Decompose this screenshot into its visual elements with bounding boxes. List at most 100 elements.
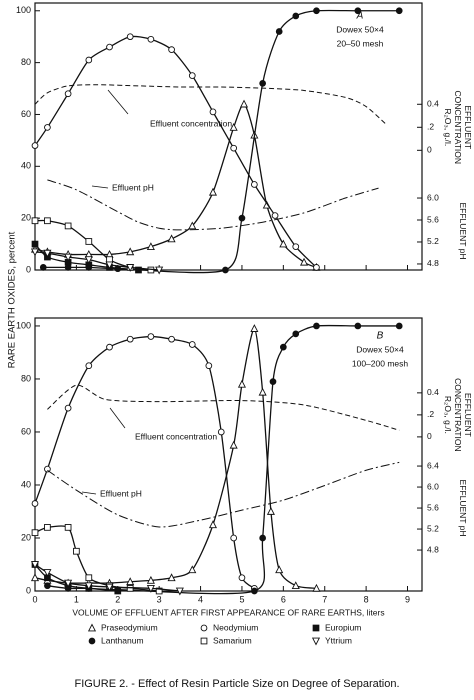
marker: [238, 574, 246, 582]
y-tick-label: 80: [21, 57, 31, 67]
aux-curve: [47, 384, 400, 431]
legend-marker: [87, 623, 97, 632]
y2-axis-label: EFFLUENT: [463, 105, 473, 149]
marker: [30, 561, 40, 569]
marker: [354, 7, 362, 15]
marker: [168, 335, 175, 343]
legend-label: Neodymium: [213, 622, 258, 632]
series-line: [43, 9, 400, 274]
marker: [64, 222, 72, 230]
series-line: [34, 335, 255, 589]
y-tick-label: 0: [26, 264, 31, 274]
marker: [43, 569, 52, 577]
legend-label: Lanthanum: [101, 635, 144, 645]
marker: [168, 46, 175, 54]
marker: [84, 256, 93, 265]
marker: [31, 500, 39, 507]
y-tick-label: 100: [16, 5, 31, 15]
marker: [31, 217, 39, 225]
marker: [155, 266, 164, 275]
marker: [251, 587, 258, 595]
leader-line: [107, 89, 129, 115]
leader-line: [81, 491, 97, 495]
marker: [30, 248, 40, 257]
marker: [126, 584, 134, 592]
x-tick-label: 3: [157, 594, 162, 604]
y3-tick-label: 5.6: [427, 502, 439, 512]
marker: [31, 142, 39, 149]
marker: [237, 379, 246, 388]
marker: [222, 266, 229, 274]
marker: [188, 72, 196, 79]
annotation: A: [356, 11, 364, 22]
marker: [126, 335, 134, 343]
marker: [292, 12, 300, 20]
marker: [238, 214, 246, 222]
legend-label: Yttrium: [325, 635, 352, 645]
y3-tick-label: 5.2: [427, 236, 439, 246]
marker: [217, 428, 225, 436]
marker: [167, 234, 176, 243]
y-tick-label: 0: [26, 585, 31, 595]
y2-axis-label: EFFLUENT: [463, 393, 473, 437]
marker: [250, 324, 259, 332]
marker: [39, 264, 47, 271]
marker: [64, 404, 72, 412]
marker: [44, 524, 51, 531]
marker: [275, 28, 283, 35]
aux-curve: [34, 84, 388, 126]
marker: [269, 378, 277, 385]
marker: [146, 575, 155, 584]
annotation: Dowex 50×4: [356, 344, 404, 354]
marker: [239, 99, 249, 108]
curve-label: Effluent pH: [112, 182, 154, 192]
marker: [229, 122, 238, 131]
y2-axis-label: CONCENTRATION: [453, 91, 463, 165]
marker: [43, 249, 52, 258]
y3-tick-label: 5.6: [427, 214, 439, 224]
y3-tick-label: 6.0: [427, 192, 439, 202]
marker: [64, 264, 72, 271]
marker: [73, 547, 80, 555]
series-line: [47, 324, 400, 595]
marker: [208, 187, 218, 196]
y3-tick-label: 4.8: [427, 258, 439, 268]
marker: [106, 43, 113, 51]
y-tick-label: 100: [16, 320, 31, 330]
legend-marker: [88, 637, 96, 645]
marker: [31, 240, 39, 248]
caption: FIGURE 2. - Effect of Resin Particle Siz…: [74, 678, 399, 690]
aux-curve: [47, 461, 400, 528]
marker: [147, 333, 155, 340]
y2-tick-label: 0: [427, 145, 432, 155]
marker: [64, 579, 73, 588]
y-axis-label: RARE EARTH OXIDES, percent: [7, 231, 18, 368]
marker: [175, 587, 184, 596]
marker: [259, 80, 266, 87]
y2-tick-label: .2: [427, 409, 434, 419]
y3-tick-label: 5.2: [427, 523, 439, 533]
legend-label: Samarium: [213, 635, 252, 645]
legend-marker: [200, 637, 208, 645]
marker: [205, 362, 213, 370]
legend-marker: [312, 624, 320, 632]
marker: [312, 583, 321, 592]
marker: [266, 507, 275, 515]
marker: [313, 7, 320, 15]
legend-label: Europium: [325, 622, 361, 632]
marker: [84, 582, 93, 591]
marker: [146, 242, 155, 251]
curve-label: Effluent concentration: [135, 431, 217, 441]
x-tick-label: 6: [281, 594, 286, 604]
marker: [292, 330, 300, 338]
leader-line: [91, 185, 109, 189]
marker: [230, 144, 238, 152]
y-tick-label: 20: [21, 532, 31, 542]
marker: [291, 581, 300, 590]
marker: [106, 343, 113, 351]
marker: [188, 221, 197, 230]
marker: [126, 577, 135, 586]
marker: [126, 33, 134, 41]
marker: [155, 587, 163, 595]
